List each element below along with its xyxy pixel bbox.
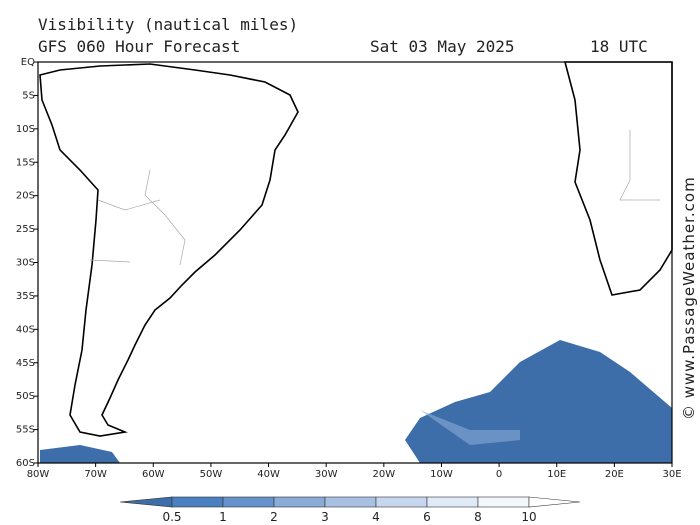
lat-label: 5S: [22, 90, 35, 101]
lat-label: 40S: [16, 324, 35, 335]
lon-label: 20W: [373, 469, 396, 480]
lat-label: EQ: [21, 57, 35, 68]
colorbar-cell: [273, 496, 326, 508]
lat-label: 60S: [16, 458, 35, 469]
colorbar-high: [528, 496, 581, 508]
lat-label: 15S: [16, 157, 35, 168]
colorbar-label: 6: [423, 510, 431, 524]
lat-label: 10S: [16, 124, 35, 135]
colorbar-label: 10: [521, 510, 536, 524]
low-visibility-area: [40, 445, 120, 463]
lon-label: 30E: [662, 469, 681, 480]
visibility-area: [420, 410, 520, 445]
colorbar-cell: [324, 496, 377, 508]
lat-label: 50S: [16, 391, 35, 402]
colorbar-cell: [426, 496, 479, 508]
lon-label: 0: [496, 469, 502, 480]
colorbar-label: 0.5: [162, 510, 181, 524]
colorbar-cell: [375, 496, 428, 508]
lon-label: 50W: [200, 469, 223, 480]
lon-label: 60W: [142, 469, 165, 480]
colorbar-label: 4: [372, 510, 380, 524]
lat-label: 25S: [16, 224, 35, 235]
lon-label: 20E: [605, 469, 624, 480]
south-america: [39, 63, 299, 437]
lat-label: 20S: [16, 191, 35, 202]
lon-label: 40W: [257, 469, 280, 480]
lat-label: 30S: [16, 258, 35, 269]
subtitle: GFS 060 Hour Forecast: [38, 37, 240, 56]
lat-label: 45S: [16, 358, 35, 369]
colorbar-label: 1: [219, 510, 227, 524]
map: [37, 61, 673, 464]
lon-label: 10W: [430, 469, 453, 480]
lat-label: 35S: [16, 291, 35, 302]
colorbar-cell: [477, 496, 530, 508]
lon-label: 30W: [315, 469, 338, 480]
date: Sat 03 May 2025: [370, 37, 515, 56]
watermark: © www.PassageWeather.com: [680, 176, 698, 420]
borders: [89, 130, 660, 266]
colorbar-low: [119, 496, 173, 508]
colorbar-label: 2: [270, 510, 278, 524]
title: Visibility (nautical miles): [38, 15, 298, 34]
lon-label: 70W: [84, 469, 107, 480]
lon-label: 80W: [27, 469, 50, 480]
time: 18 UTC: [590, 37, 648, 56]
colorbar-cell: [171, 496, 224, 508]
lon-label: 10E: [547, 469, 566, 480]
colorbar-cell: [222, 496, 275, 508]
lat-label: 55S: [16, 425, 35, 436]
colorbar-label: 8: [474, 510, 482, 524]
colorbar-label: 3: [321, 510, 329, 524]
